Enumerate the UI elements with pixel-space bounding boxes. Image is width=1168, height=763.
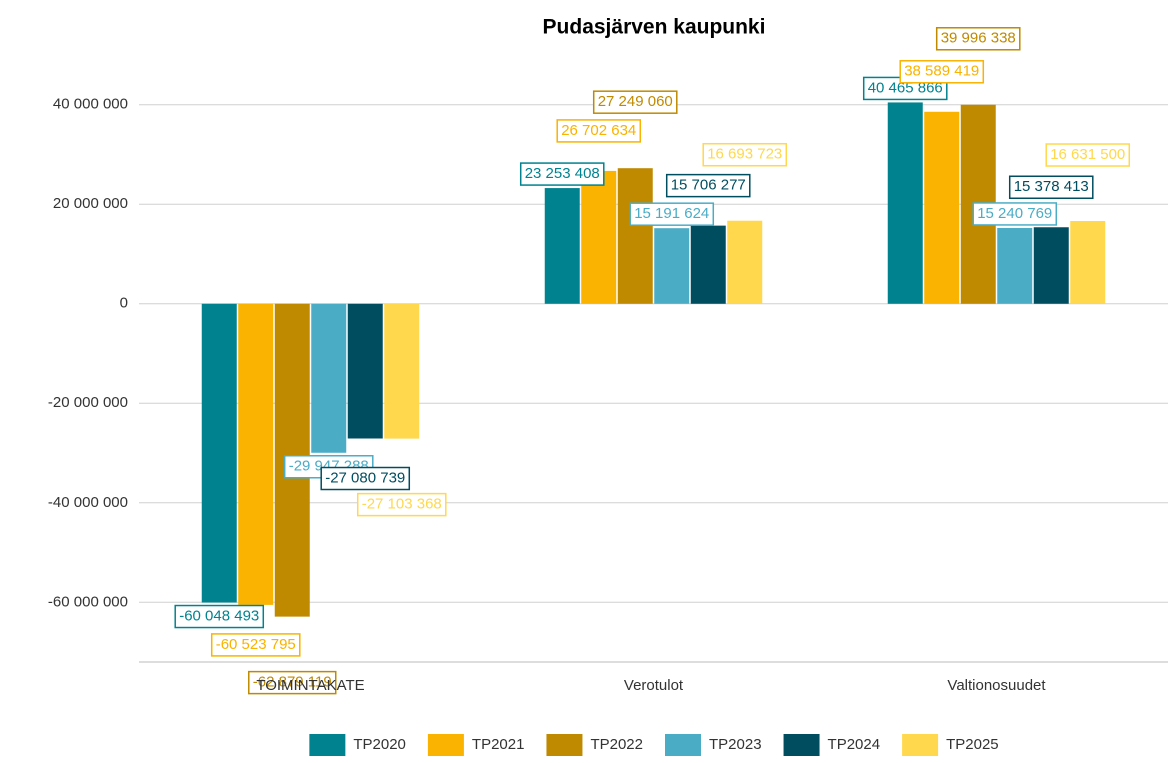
value-label-box — [1008, 175, 1094, 200]
value-label-box — [174, 604, 265, 629]
legend: TP2020 TP2021 TP2022 TP2023 TP2024 TP2025 — [309, 734, 999, 756]
value-label: 39 996 338 — [935, 27, 1021, 51]
value-label: -60 048 493 — [174, 604, 265, 629]
y-tick-label: -60 000 000 — [48, 593, 128, 610]
bar — [581, 170, 617, 304]
legend-label: TP2024 — [828, 736, 881, 753]
value-label-box — [248, 670, 337, 695]
value-label-box — [592, 90, 678, 114]
value-labels: -60 048 493-60 523 795-62 879 119-29 947… — [174, 27, 1131, 695]
y-tick-label: 20 000 000 — [53, 195, 128, 212]
value-label-box — [899, 60, 985, 84]
bar — [201, 303, 237, 603]
value-label-box — [935, 27, 1021, 51]
bar — [617, 168, 653, 304]
legend-label: TP2021 — [472, 736, 525, 753]
bar — [544, 188, 580, 304]
legend-swatch — [427, 734, 464, 756]
value-label: 27 249 060 — [592, 90, 678, 114]
value-label-text: 16 693 723 — [707, 146, 782, 163]
value-label: 15 706 277 — [665, 173, 751, 198]
bar — [384, 303, 420, 439]
value-label-box — [665, 173, 751, 198]
x-tick-label: Valtionosuudet — [947, 677, 1046, 694]
x-tick-label: Verotulot — [624, 677, 684, 694]
x-tick-label: TOIMINTAKATE — [256, 677, 364, 694]
bar — [997, 227, 1033, 304]
value-label-text: 26 702 634 — [561, 122, 636, 139]
value-label-text: -27 080 739 — [325, 469, 405, 486]
value-label-box — [1045, 143, 1131, 167]
value-label-text: 39 996 338 — [941, 30, 1016, 47]
legend-swatch — [546, 734, 583, 756]
legend-swatch — [783, 734, 820, 756]
value-label: 15 191 624 — [629, 202, 715, 226]
legend-label: TP2020 — [353, 736, 406, 753]
value-label-text: 40 465 866 — [868, 79, 943, 96]
bar — [924, 111, 960, 304]
y-tick-label: -40 000 000 — [48, 494, 128, 511]
bar — [1033, 227, 1069, 304]
value-label-box — [629, 202, 715, 226]
bar — [1070, 221, 1106, 304]
value-label-text: -60 048 493 — [179, 608, 259, 625]
value-label: 23 253 408 — [519, 162, 605, 186]
value-label-box — [356, 492, 447, 517]
y-tick-label: 40 000 000 — [53, 96, 128, 113]
bar — [311, 303, 347, 453]
bar — [654, 228, 690, 304]
value-label-text: 15 378 413 — [1014, 178, 1089, 195]
value-label: -60 523 795 — [210, 633, 301, 657]
value-label-box — [556, 119, 642, 143]
value-label: -27 080 739 — [320, 466, 411, 491]
bars — [201, 102, 1106, 617]
legend-label: TP2025 — [946, 736, 999, 753]
bar — [887, 102, 923, 304]
value-label-text: 15 706 277 — [671, 177, 746, 194]
value-label-text: 23 253 408 — [525, 165, 600, 182]
y-tick-label: 0 — [120, 295, 128, 312]
y-tick-label: -20 000 000 — [48, 394, 128, 411]
bar — [690, 225, 726, 304]
chart-title: Pudasjärven kaupunki — [543, 16, 766, 39]
legend-swatch — [902, 734, 939, 756]
value-label-text: -62 879 119 — [253, 674, 332, 691]
value-label-text: -27 103 368 — [362, 496, 442, 513]
value-label-box — [210, 633, 301, 657]
value-label: 15 378 413 — [1008, 175, 1094, 200]
value-label-text: 16 631 500 — [1050, 146, 1125, 163]
legend-swatch — [665, 734, 701, 756]
value-label-box — [972, 202, 1058, 226]
value-label-text: 15 191 624 — [634, 205, 709, 222]
bar — [727, 220, 763, 304]
value-label-text: 27 249 060 — [598, 93, 673, 110]
value-label-text: -60 523 795 — [216, 636, 296, 653]
legend-swatch — [309, 734, 346, 756]
legend-label: TP2023 — [709, 736, 762, 753]
legend-label: TP2022 — [590, 736, 643, 753]
bar — [238, 303, 274, 605]
value-label: 26 702 634 — [556, 119, 642, 143]
value-label-box — [519, 162, 605, 186]
bar — [347, 303, 383, 439]
value-label-box — [320, 466, 411, 491]
value-label-text: 38 589 419 — [904, 63, 979, 80]
value-label: 15 240 769 — [972, 202, 1058, 226]
value-label: 38 589 419 — [899, 60, 985, 84]
value-label-text: 15 240 769 — [977, 205, 1052, 222]
value-label: -27 103 368 — [356, 492, 447, 517]
value-label: -62 879 119 — [248, 670, 337, 695]
value-label-box — [702, 142, 788, 167]
value-label: 16 631 500 — [1045, 143, 1131, 167]
value-label: 16 693 723 — [702, 142, 788, 167]
